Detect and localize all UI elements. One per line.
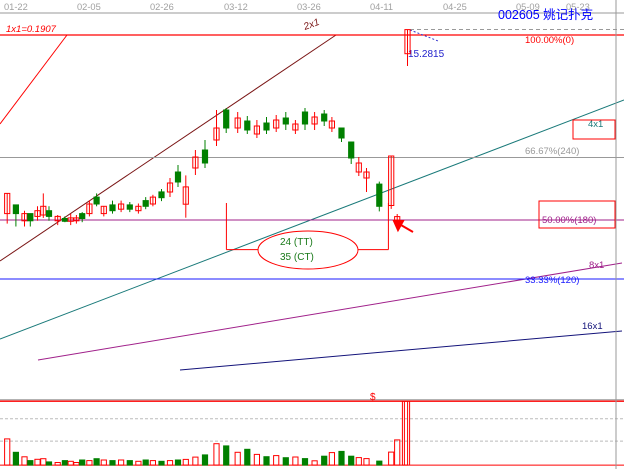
svg-text:33.33%(120): 33.33%(120) <box>525 275 579 286</box>
svg-text:1x1=0.1907: 1x1=0.1907 <box>6 24 57 35</box>
svg-text:35 (CT): 35 (CT) <box>280 252 314 263</box>
svg-text:04-25: 04-25 <box>443 2 467 12</box>
svg-text:66.67%(240): 66.67%(240) <box>525 146 579 157</box>
svg-text:02-26: 02-26 <box>150 2 174 12</box>
svg-text:50.00%(180): 50.00%(180) <box>542 215 596 226</box>
svg-text:16x1: 16x1 <box>582 321 603 332</box>
svg-text:04-11: 04-11 <box>370 2 393 12</box>
svg-text:03-26: 03-26 <box>297 2 321 12</box>
svg-text:$: $ <box>370 392 376 403</box>
svg-text:002605 姚记扑克: 002605 姚记扑克 <box>498 8 593 22</box>
svg-text:4x1: 4x1 <box>588 119 603 130</box>
svg-text:8x1: 8x1 <box>589 260 604 271</box>
svg-text:02-05: 02-05 <box>77 2 101 12</box>
svg-text:100.00%(0): 100.00%(0) <box>525 35 574 46</box>
svg-text:01-22: 01-22 <box>4 2 28 12</box>
svg-text:03-12: 03-12 <box>224 2 248 12</box>
svg-text:15.2815: 15.2815 <box>408 49 445 60</box>
svg-text:24 (TT): 24 (TT) <box>280 237 313 248</box>
